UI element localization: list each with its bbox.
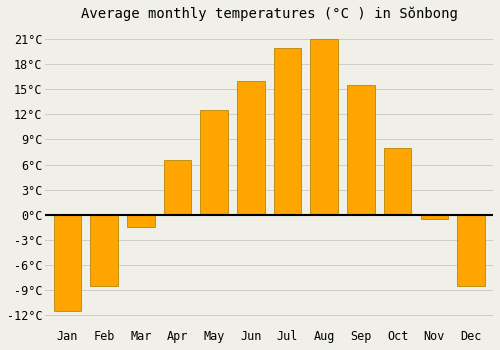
Bar — [420, 215, 448, 219]
Bar — [310, 39, 338, 215]
Bar — [127, 215, 154, 227]
Bar — [54, 215, 81, 310]
Bar — [164, 160, 191, 215]
Bar — [90, 215, 118, 286]
Title: Average monthly temperatures (°C ) in Sŏnbong: Average monthly temperatures (°C ) in Sŏ… — [81, 7, 458, 21]
Bar — [237, 81, 264, 215]
Bar — [347, 85, 374, 215]
Bar — [458, 215, 485, 286]
Bar — [200, 110, 228, 215]
Bar — [384, 148, 411, 215]
Bar — [274, 48, 301, 215]
